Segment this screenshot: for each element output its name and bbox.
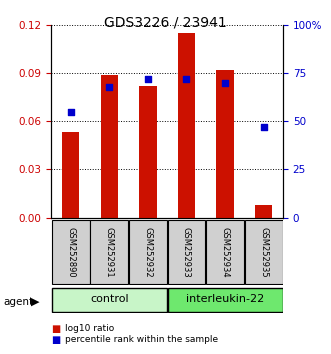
Point bbox=[145, 76, 151, 82]
Text: GSM252934: GSM252934 bbox=[220, 227, 230, 278]
Point bbox=[107, 84, 112, 89]
Text: GDS3226 / 23941: GDS3226 / 23941 bbox=[104, 16, 227, 30]
Bar bbox=[52, 220, 89, 284]
Text: GSM252931: GSM252931 bbox=[105, 227, 114, 278]
Bar bbox=[178, 33, 195, 218]
Bar bbox=[62, 132, 79, 218]
Text: ■: ■ bbox=[51, 324, 61, 333]
Bar bbox=[167, 288, 283, 312]
Point bbox=[68, 109, 73, 114]
Point bbox=[184, 76, 189, 82]
Bar bbox=[255, 205, 272, 218]
Bar bbox=[101, 75, 118, 218]
Bar bbox=[206, 220, 244, 284]
Text: GSM252935: GSM252935 bbox=[259, 227, 268, 278]
Bar bbox=[139, 86, 157, 218]
Text: GSM252932: GSM252932 bbox=[143, 227, 152, 278]
Text: GSM252933: GSM252933 bbox=[182, 227, 191, 278]
Text: GSM252890: GSM252890 bbox=[66, 227, 75, 278]
Bar bbox=[52, 288, 167, 312]
Text: percentile rank within the sample: percentile rank within the sample bbox=[65, 335, 218, 344]
Bar bbox=[129, 220, 167, 284]
Bar bbox=[167, 220, 205, 284]
Point bbox=[222, 80, 228, 85]
Point bbox=[261, 124, 266, 130]
Text: agent: agent bbox=[3, 297, 33, 307]
Text: control: control bbox=[90, 295, 128, 304]
Bar bbox=[245, 220, 283, 284]
Bar bbox=[90, 220, 128, 284]
Bar bbox=[216, 70, 234, 218]
Text: ▶: ▶ bbox=[30, 297, 39, 307]
Text: interleukin-22: interleukin-22 bbox=[186, 295, 264, 304]
Text: log10 ratio: log10 ratio bbox=[65, 324, 114, 333]
Text: ■: ■ bbox=[51, 335, 61, 345]
